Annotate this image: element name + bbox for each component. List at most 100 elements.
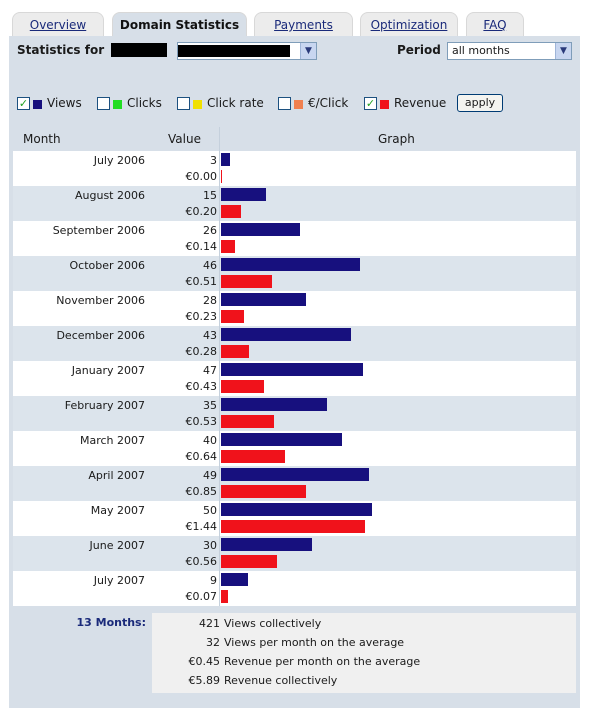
month-cell: February 2007 [64,399,145,412]
views-value: 9 [210,574,217,587]
revenue-bar [221,240,235,253]
table-row: November 2006 28 €0.23 [13,291,576,326]
period-select[interactable]: all months ▼ [447,42,572,60]
redacted-domain-field[interactable] [111,43,167,57]
filter-click-rate[interactable]: Click rate [177,94,264,112]
month-cell: January 2007 [71,364,145,377]
revenue-value: €0.56 [185,555,218,568]
month-cell: November 2006 [56,294,145,307]
views-value: 35 [203,399,217,412]
month-cell: June 2007 [89,539,145,552]
table-row: October 2006 46 €0.51 [13,256,576,291]
month-cell: September 2006 [52,224,145,237]
views-value: 15 [203,189,217,202]
revenue-bar [221,415,274,428]
chevron-down-icon: ▼ [555,43,571,59]
column-divider [219,396,220,431]
checkbox[interactable] [278,96,291,110]
views-bar [221,223,300,236]
revenue-value: €0.51 [185,275,218,288]
month-cell: December 2006 [56,329,145,342]
statistics-controls: Statistics for ▼ Period all months ▼ [17,40,572,60]
table-row: June 2007 30 €0.56 [13,536,576,571]
summary-line: 421 Views collectively [152,614,576,633]
views-bar [221,433,342,446]
legend-swatch [294,99,303,109]
month-cell: May 2007 [90,504,145,517]
views-bar [221,328,351,341]
column-divider [219,466,220,501]
tab-overview[interactable]: Overview [12,12,104,36]
month-cell: July 2006 [93,154,145,167]
tab-payments[interactable]: Payments [254,12,353,36]
filter-euro-per-click[interactable]: €/Click [278,94,348,112]
views-bar [221,503,372,516]
views-value: 3 [210,154,217,167]
filter-clicks[interactable]: Clicks [97,94,162,112]
revenue-value: €0.14 [185,240,218,253]
summary-text: Views collectively [224,617,322,630]
column-divider [219,256,220,291]
summary-box: 421 Views collectively 32 Views per month o… [152,613,576,693]
chevron-down-icon: ▼ [300,43,316,59]
revenue-bar [221,310,244,323]
summary-value: €0.45 [188,655,221,668]
apply-button[interactable]: apply [457,94,503,112]
views-value: 50 [203,504,217,517]
filter-label: Views [47,96,82,110]
revenue-value: €0.07 [185,590,218,603]
checkbox[interactable]: ✓ [17,96,30,110]
checkbox[interactable] [177,96,190,110]
revenue-value: €0.28 [185,345,218,358]
views-value: 46 [203,259,217,272]
revenue-value: €1.44 [185,520,218,533]
summary-section: 13 Months: 421 Views collectively 32 Views … [13,613,576,693]
table-row: March 2007 40 €0.64 [13,431,576,466]
table-row: February 2007 35 €0.53 [13,396,576,431]
views-value: 26 [203,224,217,237]
revenue-bar [221,170,222,183]
column-divider [219,151,220,186]
column-divider [219,536,220,571]
domain-select[interactable]: ▼ [177,42,317,60]
views-bar [221,363,363,376]
filter-label: Revenue [394,96,447,110]
checkbox[interactable] [97,96,110,110]
checkbox[interactable]: ✓ [364,96,377,110]
revenue-bar [221,590,228,603]
tab-optimization[interactable]: Optimization [360,12,458,36]
summary-value: 32 [206,636,220,649]
summary-line: €0.45 Revenue per month on the average [152,652,576,671]
views-bar [221,573,248,586]
statistics-table: Month Value Graph July 2006 3 €0.00 August … [13,127,576,606]
filter-label: €/Click [308,96,349,110]
legend-swatch [380,99,389,109]
tab-faq[interactable]: FAQ [466,12,524,36]
table-row: July 2007 9 €0.07 [13,571,576,606]
filter-revenue[interactable]: ✓ Revenue [364,94,446,112]
views-bar [221,153,230,166]
table-row: May 2007 50 €1.44 [13,501,576,536]
revenue-bar [221,275,272,288]
summary-text: Revenue per month on the average [224,655,421,668]
month-cell: July 2007 [93,574,145,587]
views-bar [221,188,266,201]
revenue-value: €0.20 [185,205,218,218]
table-body: July 2006 3 €0.00 August 2006 15 €0.20 Septemb… [13,151,576,606]
legend-swatch [33,99,42,109]
views-value: 47 [203,364,217,377]
column-divider [219,326,220,361]
column-header-value: Value [168,132,201,146]
views-bar [221,293,306,306]
tab-domain-statistics[interactable]: Domain Statistics [112,12,247,37]
column-divider [219,501,220,536]
views-bar [221,538,312,551]
column-divider [219,127,220,151]
table-row: July 2006 3 €0.00 [13,151,576,186]
summary-label: 13 Months: [76,616,146,629]
column-divider [219,571,220,606]
column-header-month: Month [23,132,61,146]
month-cell: April 2007 [88,469,145,482]
filter-views[interactable]: ✓ Views [17,94,82,112]
summary-text: Revenue collectively [224,674,338,687]
